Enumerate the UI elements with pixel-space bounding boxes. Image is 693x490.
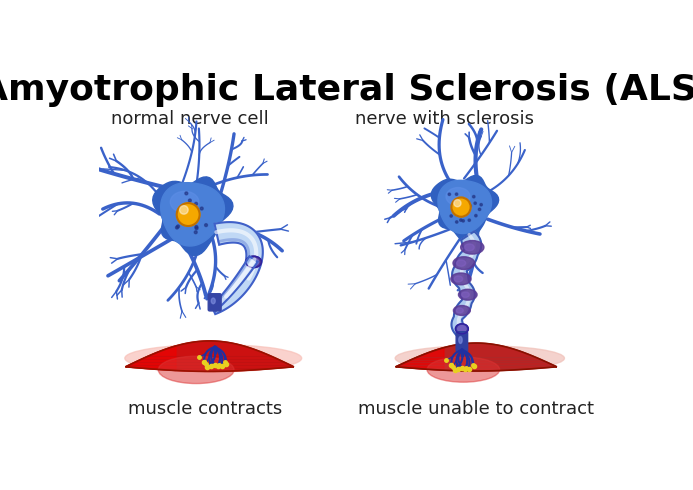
Circle shape — [175, 226, 178, 229]
Ellipse shape — [462, 292, 469, 297]
Polygon shape — [396, 343, 557, 371]
Circle shape — [475, 215, 477, 217]
Ellipse shape — [461, 241, 484, 254]
Circle shape — [478, 208, 481, 211]
Circle shape — [182, 217, 184, 220]
Ellipse shape — [211, 298, 216, 304]
Circle shape — [451, 197, 471, 217]
Ellipse shape — [427, 357, 500, 382]
Polygon shape — [125, 346, 176, 370]
Circle shape — [455, 221, 458, 223]
Text: muscle contracts: muscle contracts — [128, 400, 282, 418]
Circle shape — [177, 225, 179, 228]
Circle shape — [177, 203, 200, 226]
Circle shape — [195, 225, 198, 228]
Text: nerve with sclerosis: nerve with sclerosis — [355, 110, 534, 127]
FancyBboxPatch shape — [456, 332, 468, 352]
Circle shape — [195, 202, 198, 205]
Ellipse shape — [395, 345, 565, 371]
Polygon shape — [161, 183, 225, 246]
Circle shape — [204, 224, 207, 226]
Circle shape — [194, 231, 197, 234]
Circle shape — [473, 196, 475, 198]
Ellipse shape — [457, 325, 466, 332]
Ellipse shape — [246, 256, 261, 268]
Polygon shape — [452, 231, 481, 336]
Circle shape — [448, 193, 450, 196]
Polygon shape — [438, 180, 491, 234]
Polygon shape — [211, 222, 263, 314]
Circle shape — [459, 219, 462, 221]
Circle shape — [450, 215, 453, 217]
Circle shape — [177, 211, 180, 214]
Circle shape — [453, 202, 455, 205]
FancyBboxPatch shape — [208, 294, 221, 311]
Circle shape — [462, 220, 464, 222]
Circle shape — [480, 203, 482, 206]
Ellipse shape — [456, 308, 463, 313]
Text: Amyotrophic Lateral Sclerosis (ALS): Amyotrophic Lateral Sclerosis (ALS) — [0, 73, 693, 107]
Ellipse shape — [158, 356, 234, 384]
Polygon shape — [396, 347, 444, 370]
Ellipse shape — [446, 188, 470, 206]
Text: normal nerve cell: normal nerve cell — [112, 110, 270, 127]
Polygon shape — [431, 175, 499, 242]
Circle shape — [187, 220, 191, 223]
Ellipse shape — [454, 276, 463, 282]
Ellipse shape — [451, 273, 471, 285]
Ellipse shape — [459, 289, 477, 300]
Ellipse shape — [453, 306, 471, 316]
Circle shape — [474, 202, 476, 204]
Circle shape — [454, 199, 461, 207]
Polygon shape — [125, 341, 294, 371]
Ellipse shape — [455, 324, 468, 334]
Circle shape — [468, 219, 471, 221]
Circle shape — [455, 193, 458, 196]
Ellipse shape — [249, 258, 258, 266]
Circle shape — [185, 192, 188, 195]
Circle shape — [188, 199, 191, 202]
Ellipse shape — [453, 257, 475, 270]
Polygon shape — [211, 256, 258, 312]
Circle shape — [195, 227, 198, 230]
Circle shape — [458, 205, 461, 207]
Ellipse shape — [457, 260, 466, 266]
Text: muscle unable to contract: muscle unable to contract — [358, 400, 594, 418]
Polygon shape — [152, 177, 233, 256]
Ellipse shape — [464, 244, 474, 251]
Circle shape — [200, 207, 203, 210]
Circle shape — [179, 206, 188, 214]
Ellipse shape — [125, 344, 301, 372]
Ellipse shape — [170, 191, 199, 213]
Circle shape — [469, 205, 471, 207]
Ellipse shape — [459, 337, 462, 343]
Circle shape — [182, 210, 185, 213]
